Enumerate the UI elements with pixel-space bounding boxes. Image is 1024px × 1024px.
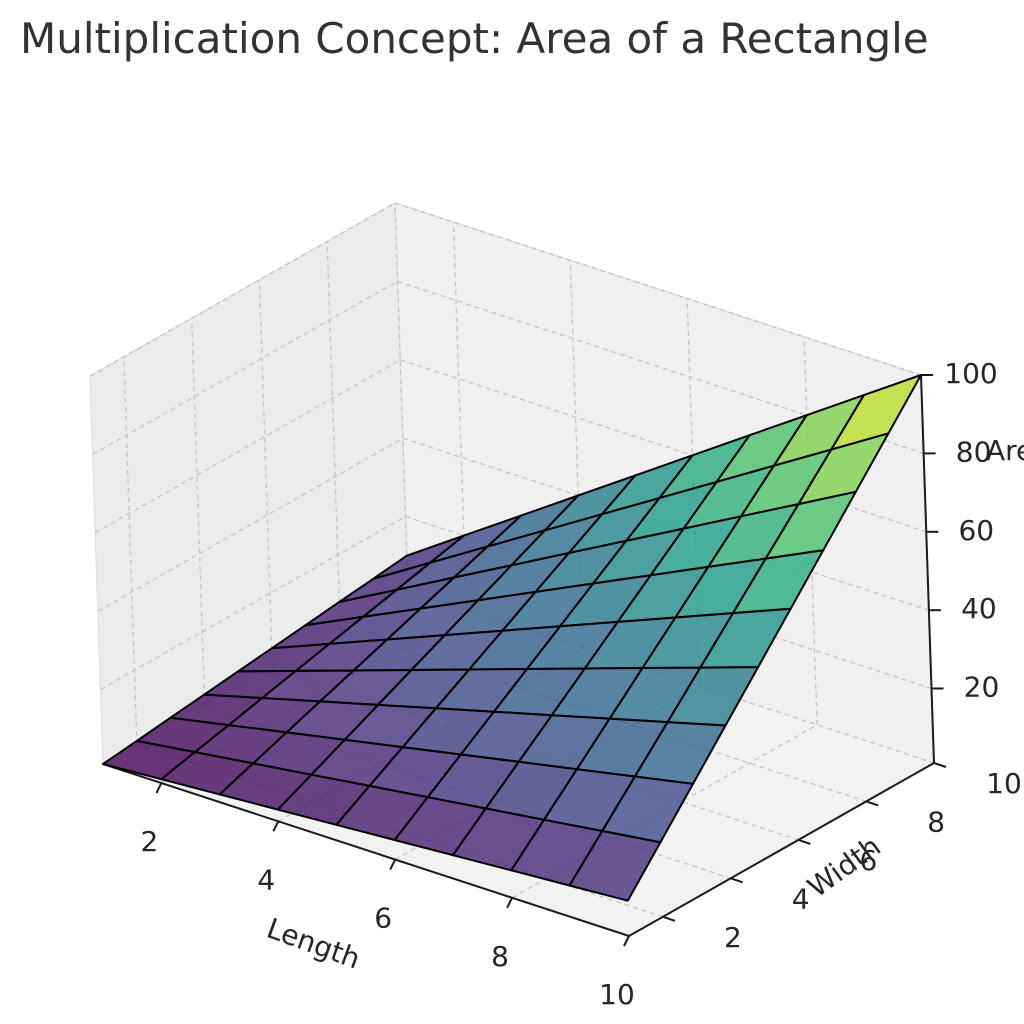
y-tick-label-mark <box>798 838 811 845</box>
x-tick-label-mark <box>155 782 163 794</box>
surface-patch <box>568 830 662 902</box>
y-axis-line <box>628 762 935 937</box>
y-tick-label: 10 <box>986 767 1022 800</box>
z-axis-line <box>920 374 935 764</box>
x-tick-label-mark <box>623 935 630 947</box>
grid-line <box>97 437 404 612</box>
z-tick-label: 60 <box>958 514 994 547</box>
z-tick-label: 100 <box>944 357 997 390</box>
x-tick-label: 4 <box>257 863 275 896</box>
x-tick-label-mark <box>272 820 280 832</box>
z-axis-label: Area <box>986 434 1024 467</box>
x-tick-label: 10 <box>599 978 635 1011</box>
chart-title: Multiplication Concept: Area of a Rectan… <box>20 14 929 63</box>
grid-line <box>394 202 922 376</box>
x-axis-label: Length <box>262 912 364 976</box>
y-tick-label: 2 <box>724 921 742 954</box>
y-tick-label: 6 <box>859 844 877 877</box>
z-tick-label: 40 <box>961 592 997 625</box>
x-tick-label: 6 <box>374 902 392 935</box>
y-tick-label-mark <box>662 915 676 922</box>
grid-line <box>402 437 930 611</box>
y-tick-label-mark <box>730 877 744 884</box>
tick-labels: 2 4 6 8 10 2 4 6 8 10 20 40 60 80 100 <box>140 357 1021 1011</box>
grid-line <box>94 359 401 534</box>
axis-lines <box>102 374 935 937</box>
grid-line <box>326 241 341 630</box>
z-tick-label: 80 <box>956 435 992 468</box>
x-tick-label-mark <box>506 897 513 909</box>
grid-line <box>123 356 138 745</box>
x-axis-line <box>102 763 630 937</box>
y-tick-label: 4 <box>792 882 810 915</box>
grid-line <box>803 336 818 725</box>
grid-line <box>89 202 396 377</box>
x-tick-label: 2 <box>140 825 158 858</box>
y-tick-label-mark <box>865 800 879 807</box>
grid-line <box>258 279 274 668</box>
grid-line <box>191 318 206 707</box>
grid-line <box>394 202 409 592</box>
grid-line <box>92 280 398 455</box>
z-tick-label: 20 <box>964 671 1000 704</box>
x-tick-label: 8 <box>491 940 509 973</box>
pane-edge <box>89 375 104 765</box>
y-tick-label: 8 <box>927 805 945 838</box>
y-tick-label-mark <box>933 762 947 768</box>
surface-plot <box>102 374 922 902</box>
grid-line <box>100 515 406 691</box>
x-tick-label-mark <box>389 859 397 871</box>
